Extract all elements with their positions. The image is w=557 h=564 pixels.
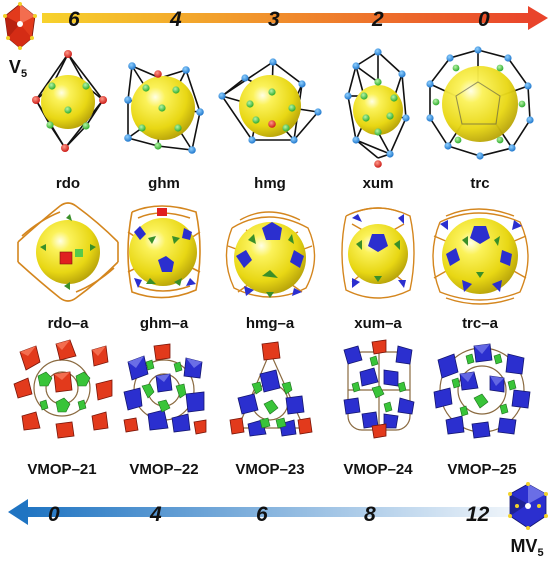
mv5-label: MV5 xyxy=(510,536,543,559)
label-vmop-22: VMOP–22 xyxy=(129,461,198,478)
net-xum-a xyxy=(341,207,415,299)
structure-vmop-23 xyxy=(229,341,313,437)
v5-cluster-icon xyxy=(3,2,37,50)
net-ghm-a xyxy=(127,205,201,299)
cage-ghm xyxy=(124,62,204,154)
bottom-number-4: 8 xyxy=(364,503,376,526)
top-gradient-bar xyxy=(42,13,532,23)
label-xum-a: xum–a xyxy=(354,315,402,332)
structure-vmop-24 xyxy=(343,339,415,439)
structure-vmop-25 xyxy=(433,343,531,439)
bottom-scale: 0 4 6 8 12 MV5 xyxy=(8,482,548,559)
top-number-1: 6 xyxy=(68,8,80,31)
top-scale: V5 6 4 3 2 0 xyxy=(3,2,548,80)
bottom-number-2: 4 xyxy=(149,503,162,526)
net-hmg-a xyxy=(225,211,316,298)
bottom-gradient-bar xyxy=(24,507,510,517)
label-rdo-a: rdo–a xyxy=(48,315,90,332)
label-ghm: ghm xyxy=(148,175,180,192)
structure-vmop-22 xyxy=(123,343,207,435)
row-cages: rdo ghm hmg xum trc xyxy=(32,46,534,192)
bottom-number-1: 0 xyxy=(48,503,60,526)
net-rdo-a xyxy=(17,202,119,302)
cage-hmg xyxy=(218,58,322,144)
label-ghm-a: ghm–a xyxy=(140,315,189,332)
bottom-number-3: 6 xyxy=(256,503,268,526)
bottom-arrowhead xyxy=(8,499,28,525)
v5-label: V5 xyxy=(9,57,27,80)
top-number-5: 0 xyxy=(478,8,490,31)
cage-trc xyxy=(426,46,534,160)
label-trc: trc xyxy=(470,175,489,192)
net-trc-a xyxy=(432,208,529,305)
label-rdo: rdo xyxy=(56,175,80,192)
top-arrowhead xyxy=(528,6,548,30)
top-number-2: 4 xyxy=(169,8,182,31)
label-trc-a: trc–a xyxy=(462,315,499,332)
label-xum: xum xyxy=(363,175,394,192)
label-hmg-a: hmg–a xyxy=(246,315,295,332)
mv5-cluster-icon xyxy=(508,482,548,530)
cage-xum xyxy=(344,48,410,168)
label-vmop-24: VMOP–24 xyxy=(343,461,413,478)
label-vmop-25: VMOP–25 xyxy=(447,461,516,478)
row-vmop: VMOP–21 VMOP–22 VMOP–23 VMOP–24 VMOP–25 xyxy=(13,339,531,478)
bottom-number-5: 12 xyxy=(466,503,490,526)
row-augmented: rdo–a ghm–a hmg–a xum–a trc–a xyxy=(17,202,529,332)
label-vmop-21: VMOP–21 xyxy=(27,461,96,478)
label-hmg: hmg xyxy=(254,175,286,192)
cage-rdo xyxy=(32,50,107,152)
top-number-4: 2 xyxy=(371,8,384,31)
top-number-3: 3 xyxy=(268,8,280,31)
label-vmop-23: VMOP–23 xyxy=(235,461,304,478)
structure-vmop-21 xyxy=(13,339,113,439)
